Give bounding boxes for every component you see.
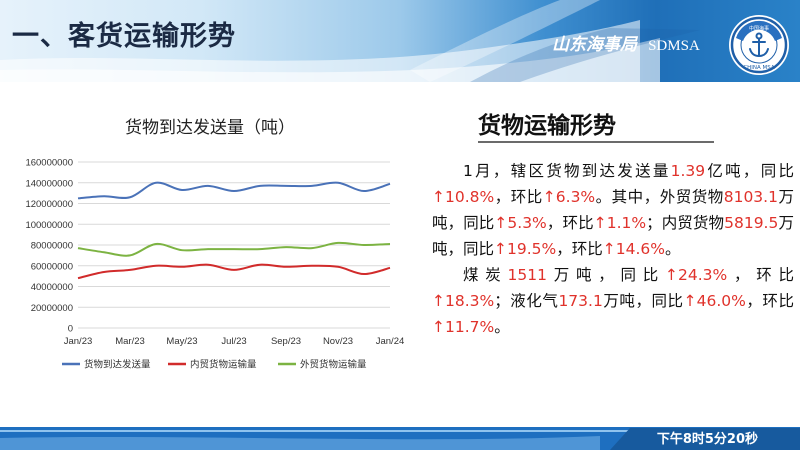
page-title: 一、客货运输形势 [12, 21, 236, 52]
up-arrow-icon: ↑ [432, 188, 445, 206]
value-cargo-yoy: 10.8% [445, 188, 495, 206]
text-segment: ，环比 [727, 266, 794, 284]
legend-label-1: 货物到达发送量 [84, 359, 151, 371]
x-tick-label: Jan/23 [64, 336, 93, 347]
text-segment: 。 [665, 240, 681, 258]
logo-bottom-text: CHINA MSA [743, 65, 775, 71]
up-arrow-icon: ↑ [593, 214, 607, 232]
brand-name-cn: 山东海事局 [552, 35, 637, 55]
text-segment: ，环比 [745, 292, 794, 310]
text-segment: 1月，辖区货物到达发送量 [463, 162, 671, 180]
y-tick-label: 160000000 [25, 158, 73, 169]
value-foreign-yoy: 5.3% [507, 214, 547, 232]
up-arrow-icon: ↑ [494, 214, 508, 232]
text-segment: 万吨，同比 [602, 292, 684, 310]
value-lpg-mom: 11.7% [445, 318, 495, 336]
y-tick-label: 0 [68, 324, 73, 335]
value-cargo-mom: 6.3% [555, 188, 596, 206]
brand-name: 山东海事局 SDMSA [552, 30, 700, 55]
value-cargo-total: 1.39 [670, 162, 706, 180]
series-line-3 [77, 241, 391, 257]
heading-underline [478, 141, 714, 143]
brand-name-en: SDMSA [648, 38, 700, 54]
footer-clock: 下午8时5分20秒 [656, 432, 758, 447]
text-segment: ，环比 [494, 188, 543, 206]
value-lpg: 173.1 [558, 292, 603, 310]
y-tick-label: 40000000 [31, 282, 73, 293]
header-wave-decoration [0, 0, 700, 82]
x-tick-label: Sep/23 [271, 336, 301, 347]
x-tick-label: Jan/24 [376, 336, 405, 347]
y-tick-label: 140000000 [25, 178, 73, 189]
text-segment: 万吨，同比 [432, 188, 794, 232]
series-line-1 [77, 181, 391, 200]
china-msa-logo: 中国海事 CHINA MSA [729, 15, 789, 75]
text-segment: 亿吨，同比 [705, 162, 794, 180]
text-segment: ；液化气 [494, 292, 559, 310]
value-domestic-mom: 14.6% [615, 240, 666, 258]
footer-bar [0, 424, 800, 450]
text-segment: 。其中，外贸货物 [595, 188, 724, 206]
text-segment: 万吨，同比 [546, 266, 665, 284]
text-segment: 煤炭 [463, 266, 508, 284]
up-arrow-icon: ↑ [432, 292, 445, 310]
x-tick-label: Nov/23 [323, 336, 353, 347]
up-arrow-icon: ↑ [432, 318, 445, 336]
text-segment: ；内贸货物 [646, 214, 725, 232]
analysis-text: 1月，辖区货物到达发送量1.39亿吨，同比↑10.8%，环比↑6.3%。其中，外… [432, 158, 794, 340]
value-coal: 1511 [507, 266, 547, 284]
x-tick-label: May/23 [166, 336, 197, 347]
text-segment: ，环比 [556, 240, 603, 258]
section-heading: 货物运输形势 [478, 113, 616, 139]
value-domestic-yoy: 19.5% [507, 240, 557, 258]
value-coal-yoy: 24.3% [677, 266, 728, 284]
text-segment: ，环比 [546, 214, 594, 232]
value-foreign-trade: 8103.1 [723, 188, 778, 206]
x-tick-label: Jul/23 [221, 336, 246, 347]
logo-top-text: 中国海事 [749, 25, 769, 32]
chart-title: 货物到达发送量（吨） [125, 118, 295, 138]
anchor-icon [749, 32, 769, 58]
y-tick-label: 60000000 [31, 261, 73, 272]
legend-label-2: 内贸货物运输量 [190, 359, 257, 371]
up-arrow-icon: ↑ [602, 240, 616, 258]
up-arrow-icon: ↑ [494, 240, 508, 258]
value-coal-mom: 18.3% [445, 292, 495, 310]
up-arrow-icon: ↑ [542, 188, 556, 206]
text-segment: 万吨，同比 [432, 214, 794, 258]
y-tick-label: 100000000 [25, 220, 73, 231]
y-tick-label: 80000000 [31, 241, 73, 252]
analysis-paragraph-commodities: 煤炭1511万吨，同比↑24.3%，环比↑18.3%；液化气173.1万吨，同比… [432, 262, 794, 340]
legend-label-3: 外贸货物运输量 [300, 359, 367, 371]
up-arrow-icon: ↑ [664, 266, 678, 284]
y-tick-label: 20000000 [31, 303, 73, 314]
y-tick-label: 120000000 [25, 199, 73, 210]
x-tick-label: Mar/23 [115, 336, 145, 347]
value-lpg-yoy: 46.0% [696, 292, 746, 310]
series-line-2 [77, 263, 391, 280]
line-chart: 0 20000000 40000000 60000000 80000000 1000000… [25, 158, 405, 371]
value-domestic-trade: 5819.5 [724, 214, 779, 232]
value-foreign-mom: 1.1% [606, 214, 647, 232]
analysis-paragraph-cargo: 1月，辖区货物到达发送量1.39亿吨，同比↑10.8%，环比↑6.3%。其中，外… [432, 158, 794, 262]
text-segment: 。 [494, 318, 510, 336]
up-arrow-icon: ↑ [683, 292, 697, 310]
